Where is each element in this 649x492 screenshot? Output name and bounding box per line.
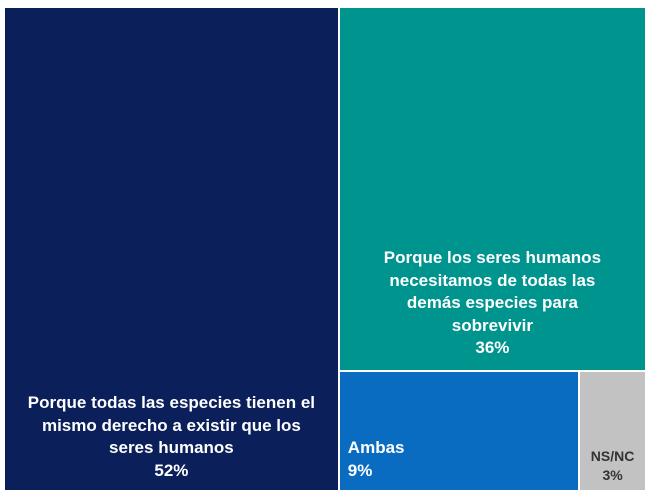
category-label: Ambas [347, 438, 405, 458]
tile-label: Porque todas las especies tienen el mism… [19, 392, 324, 482]
value-label: 9% [347, 460, 373, 480]
category-label: NS/NC [590, 448, 635, 465]
tile-label: NS/NC 3% [591, 447, 635, 484]
tile: Porque los seres humanos necesitamos de … [339, 8, 645, 370]
tile: NS/NC 3% [580, 371, 645, 490]
category-label: Porque los seres humanos necesitamos de … [383, 248, 602, 335]
tile: Porque todas las especies tienen el mism… [5, 8, 338, 490]
tile: Ambas 9% [339, 371, 579, 490]
value-label: 3% [602, 466, 623, 483]
category-label: Porque todas las especies tienen el mism… [27, 393, 316, 458]
tile-label: Ambas 9% [348, 437, 405, 482]
treemap: Porque todas las especies tienen el mism… [5, 8, 645, 490]
value-label: 52% [154, 460, 189, 480]
value-label: 36% [475, 338, 510, 358]
tile-label: Porque los seres humanos necesitamos de … [368, 247, 617, 359]
